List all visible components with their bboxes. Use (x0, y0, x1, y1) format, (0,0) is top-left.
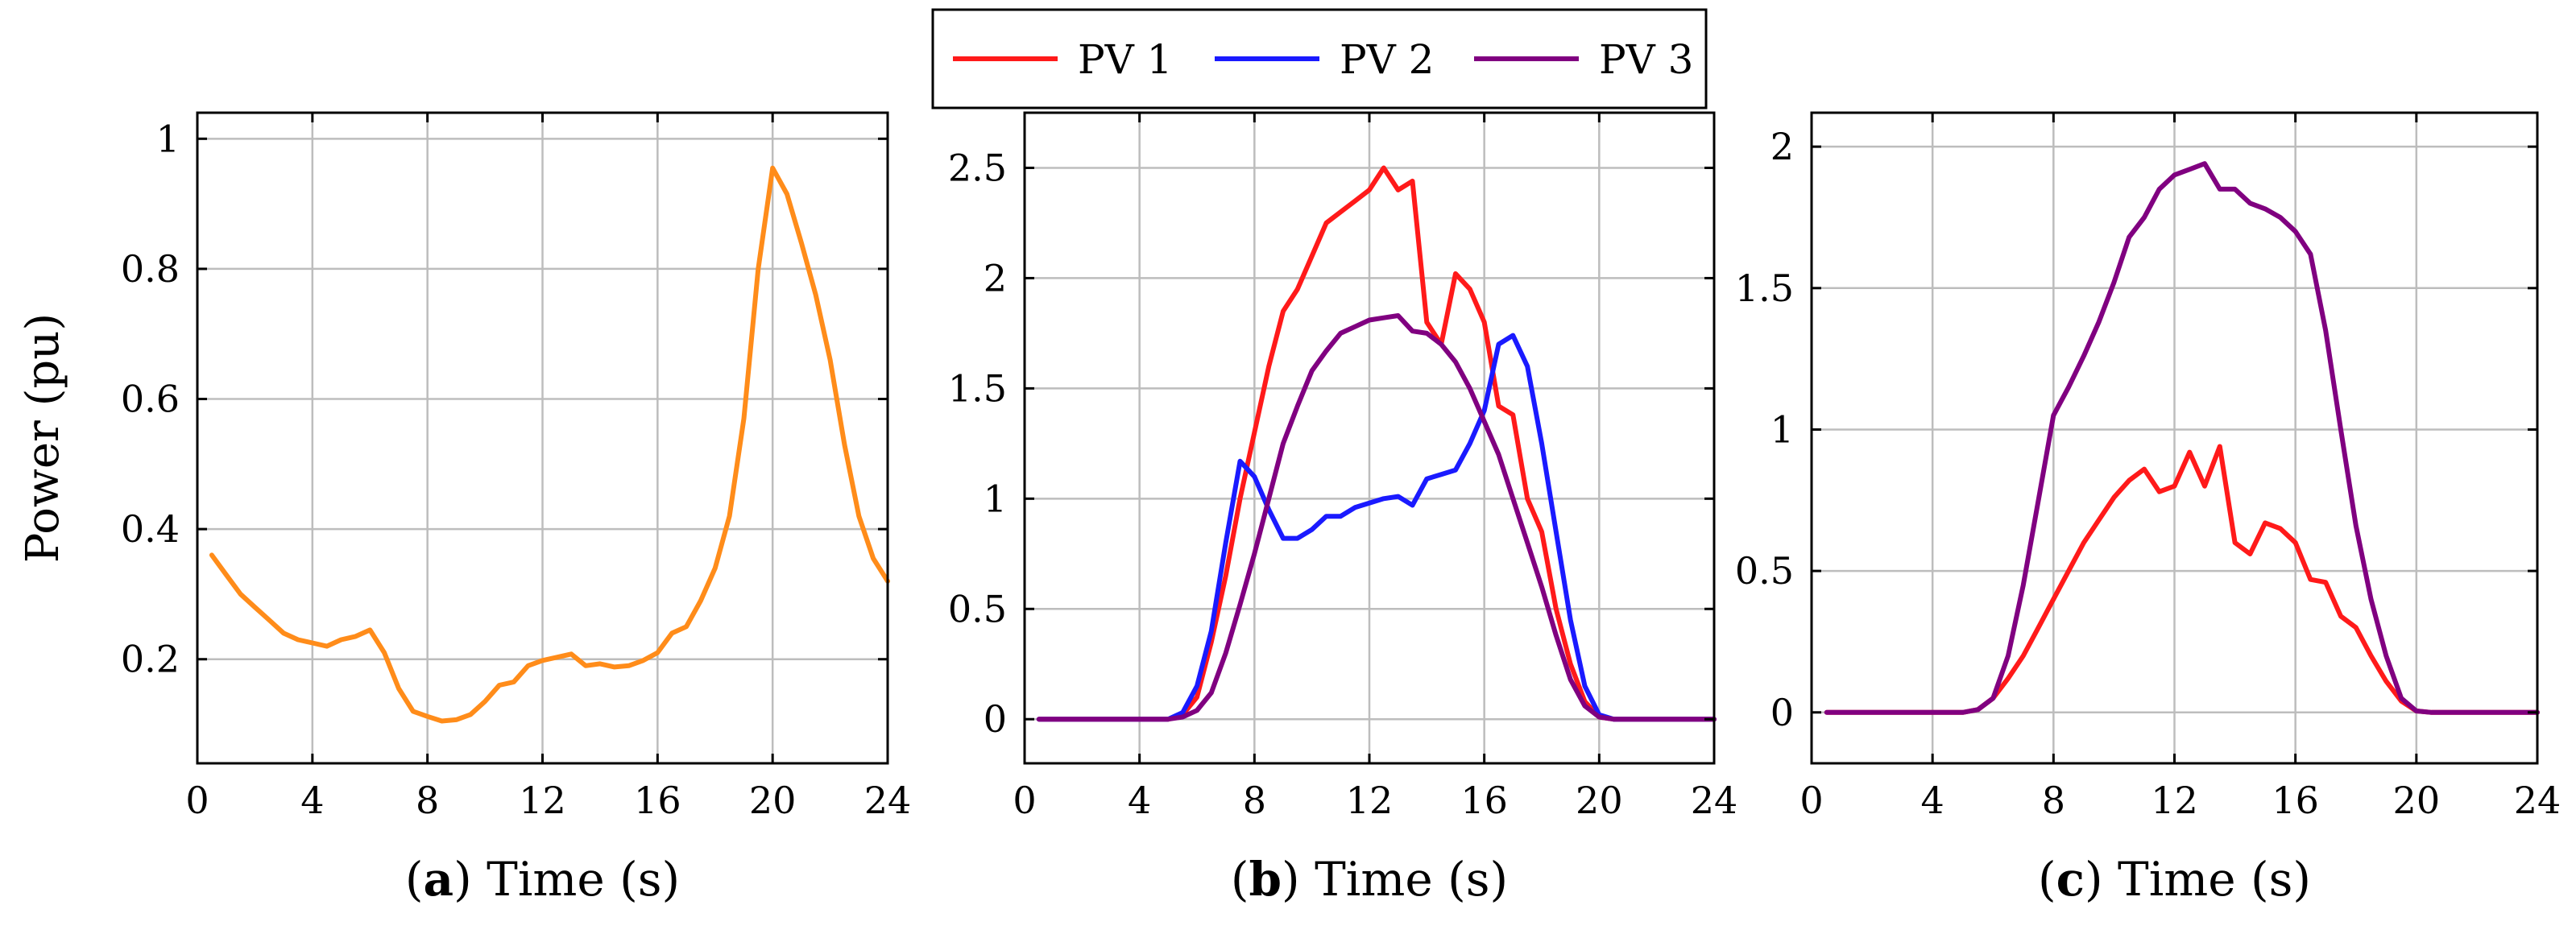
panel-b-series-pv-3 (1036, 313, 1717, 722)
panel-b-ytick-label: 0 (984, 697, 1007, 741)
panel-a-ytick-label: 1 (156, 117, 180, 160)
panel-c-xtick-label: 0 (1799, 779, 1823, 822)
panel-c-series-pv-3 (1824, 161, 2540, 715)
panel-a-x-axis-label: Time (s) (472, 852, 680, 907)
panel-b-xtick-label: 24 (1691, 779, 1738, 822)
panel-a-xtick-label: 8 (416, 779, 439, 822)
panel-b-xtick-label: 16 (1460, 779, 1508, 822)
panel-b: 0 4 8 12 16 20 24 0 0.5 1 1.5 2 2.5 (b) Time (s) (948, 111, 1738, 907)
panel-c-xtick-label: 24 (2514, 779, 2562, 822)
panel-b-x-axis-label: Time (s) (1300, 852, 1508, 907)
panel-b-ytick-label: 1.5 (948, 366, 1007, 410)
panel-b-series-pv-1 (1036, 165, 1717, 722)
panel-a-series-load (209, 165, 890, 724)
panel-a-y-axis-label: Power (pu) (17, 313, 69, 563)
panel-b-caption: (b) Time (s) (1231, 852, 1508, 907)
panel-c-ytick-label: 1.5 (1735, 267, 1794, 310)
panel-a-xtick-label: 16 (634, 779, 681, 822)
panel-a-ytick-label: 0.6 (121, 378, 180, 421)
panel-b-xtick-label: 12 (1346, 779, 1394, 822)
panel-c: 0 4 8 12 16 20 24 0 0.5 1 1.5 2 (c) Time (s) (1735, 111, 2562, 907)
panel-b-ytick-label: 2 (984, 256, 1007, 300)
panel-a-xtick-label: 12 (519, 779, 566, 822)
panel-a-xtick-label: 0 (185, 779, 209, 822)
panel-a: 0 4 8 12 16 20 24 0.2 0.4 0.6 0.8 1 Power (pu) (a) … (17, 111, 912, 907)
panel-a-xtick-label: 20 (749, 779, 797, 822)
panel-a-xtick-label: 24 (864, 779, 912, 822)
panel-c-ytick-label: 1 (1770, 407, 1794, 451)
legend-label-pv1: PV 1 (1078, 36, 1172, 83)
legend-entry-pv1: PV 1 (953, 36, 1172, 83)
panel-c-ytick-label: 0.5 (1735, 549, 1794, 593)
legend: PV 1 PV 2 PV 3 (931, 8, 1708, 110)
legend-entry-pv3: PV 3 (1474, 36, 1693, 83)
panel-b-series-pv-2 (1036, 333, 1717, 722)
panel-a-ytick-label: 0.8 (121, 247, 180, 291)
panel-a-ytick-label: 0.4 (121, 507, 180, 551)
panel-c-x-axis-label: Time (s) (2103, 852, 2311, 907)
panel-b-xtick-label: 8 (1243, 779, 1266, 822)
panel-c-ytick-label: 0 (1770, 691, 1794, 734)
panel-c-caption: (c) Time (s) (2038, 852, 2311, 907)
panel-c-xtick-label: 20 (2393, 779, 2441, 822)
panel-c-xtick-label: 16 (2272, 779, 2319, 822)
panel-c-xtick-label: 8 (2042, 779, 2065, 822)
panel-c-xtick-label: 12 (2151, 779, 2198, 822)
legend-label-pv3: PV 3 (1599, 36, 1693, 83)
panel-a-ytick-label: 0.2 (121, 638, 180, 681)
panel-b-xtick-label: 20 (1576, 779, 1623, 822)
panel-b-letter: b (1249, 852, 1282, 907)
panel-a-xtick-label: 4 (300, 779, 324, 822)
legend-label-pv2: PV 2 (1340, 36, 1434, 83)
panel-b-xtick-label: 0 (1013, 779, 1036, 822)
panel-c-series-pv-1 (1824, 444, 2540, 715)
panel-a-caption: (a) Time (s) (405, 852, 680, 907)
panel-c-ytick-label: 2 (1770, 125, 1794, 168)
panel-b-ytick-label: 2.5 (948, 146, 1007, 189)
panel-b-xtick-label: 4 (1128, 779, 1151, 822)
panel-c-letter: c (2056, 852, 2085, 907)
panel-c-xtick-label: 4 (1921, 779, 1944, 822)
legend-entry-pv2: PV 2 (1215, 36, 1434, 83)
panel-a-letter: a (423, 852, 453, 907)
panel-b-ytick-label: 1 (984, 477, 1007, 520)
panel-b-ytick-label: 0.5 (948, 587, 1007, 630)
